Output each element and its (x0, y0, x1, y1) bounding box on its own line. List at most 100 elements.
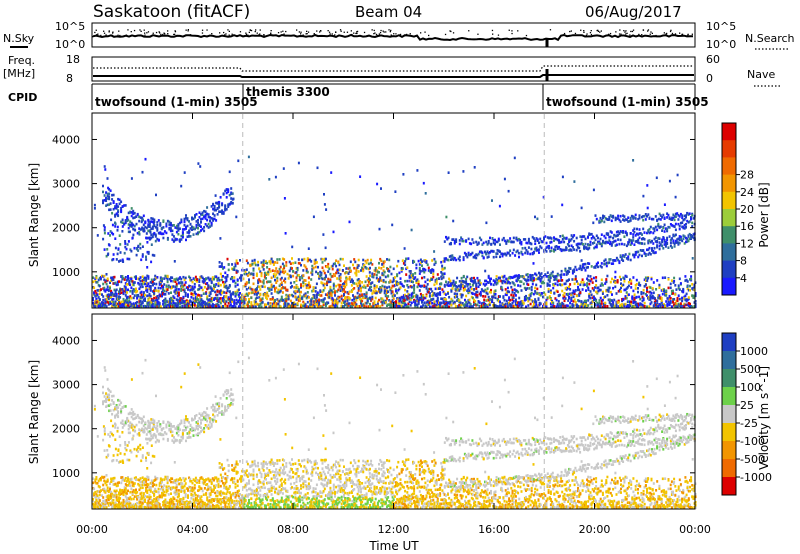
power-cell (165, 231, 168, 235)
power-cell (661, 288, 664, 292)
power-cell (617, 230, 620, 233)
power-cell (109, 296, 111, 299)
power-cell (465, 304, 468, 307)
power-cell (168, 302, 171, 305)
noise-left-label: N.Sky (3, 32, 35, 45)
power-cell (180, 218, 183, 222)
power-cell (212, 219, 215, 222)
power-cell (304, 303, 307, 306)
power-cell (401, 299, 404, 302)
power-cell (673, 234, 676, 238)
power-cell (171, 299, 174, 303)
power-cell (552, 305, 555, 308)
power-cell (175, 226, 178, 230)
power-cell (304, 279, 307, 282)
power-cell (484, 250, 486, 254)
power-cell (497, 305, 500, 308)
power-cell (320, 272, 323, 275)
power-cell (167, 300, 170, 304)
power-cell (334, 294, 336, 297)
power-cell (525, 249, 528, 252)
power-cell (174, 288, 177, 292)
power-cell (470, 253, 473, 256)
power-cell (357, 264, 360, 267)
power-cell (516, 289, 518, 293)
power-cell (180, 238, 183, 241)
power-cell (349, 280, 352, 283)
power-cell (352, 281, 354, 284)
power-cell (630, 300, 633, 304)
power-cell (661, 244, 664, 248)
power-cell (413, 298, 416, 302)
power-cell (181, 281, 184, 284)
power-cell (517, 237, 520, 241)
power-cell (582, 281, 585, 284)
power-cell (391, 304, 394, 307)
power-cell (544, 301, 547, 304)
power-cell (499, 250, 501, 253)
power-cell (624, 230, 627, 234)
power-cell (173, 278, 176, 281)
power-cell (259, 297, 262, 301)
power-cell (267, 287, 270, 290)
power-cell (436, 296, 439, 300)
power-cell (670, 279, 673, 282)
power-cell (322, 283, 325, 287)
power-cell (450, 282, 452, 286)
power-cell (560, 248, 563, 252)
power-cell (95, 275, 98, 278)
power-cell (652, 242, 655, 245)
power-cell (323, 297, 326, 300)
power-cell (396, 274, 399, 278)
power-cell (415, 279, 418, 282)
power-cell (660, 297, 663, 300)
power-cell (191, 288, 194, 291)
power-cell (651, 247, 653, 250)
power-cell (174, 285, 177, 289)
power-cell (271, 297, 274, 301)
power-cell (545, 305, 548, 309)
power-cell (627, 281, 630, 284)
power-cell (194, 275, 197, 279)
power-cell (346, 291, 349, 294)
power-cell (409, 270, 412, 273)
power-cell (458, 258, 461, 262)
power-cell (448, 305, 451, 309)
power-cell (248, 281, 250, 284)
power-cell (431, 298, 434, 301)
power-cell (159, 276, 162, 279)
power-cell (376, 270, 379, 274)
power-cell (320, 276, 323, 280)
power-cell (458, 280, 461, 283)
power-cell (538, 241, 540, 245)
power-cell (257, 260, 260, 264)
power-cell (369, 286, 371, 289)
power-cell (230, 187, 233, 190)
power-cell (263, 292, 266, 296)
power-cell (585, 299, 587, 303)
power-cell (467, 251, 470, 255)
power-cell (582, 301, 585, 304)
power-cell (446, 283, 449, 287)
power-cell (187, 295, 189, 298)
power-cell (210, 304, 213, 308)
power-cell (269, 280, 272, 283)
power-cell (654, 225, 657, 229)
power-cell (250, 287, 253, 291)
power-cell (295, 284, 298, 288)
power-cell (133, 224, 136, 228)
power-cell (574, 300, 577, 304)
power-cell (131, 303, 134, 307)
power-cell (561, 301, 564, 305)
power-cell (199, 285, 202, 289)
power-cell (145, 282, 148, 286)
power-cell (405, 297, 408, 301)
power-cell (399, 277, 402, 280)
power-cell (313, 301, 316, 304)
power-cell (557, 305, 560, 308)
power-cell (139, 246, 142, 250)
power-cell (365, 291, 368, 294)
power-cell (405, 305, 408, 309)
power-cell (97, 304, 100, 308)
power-cell (236, 289, 239, 292)
